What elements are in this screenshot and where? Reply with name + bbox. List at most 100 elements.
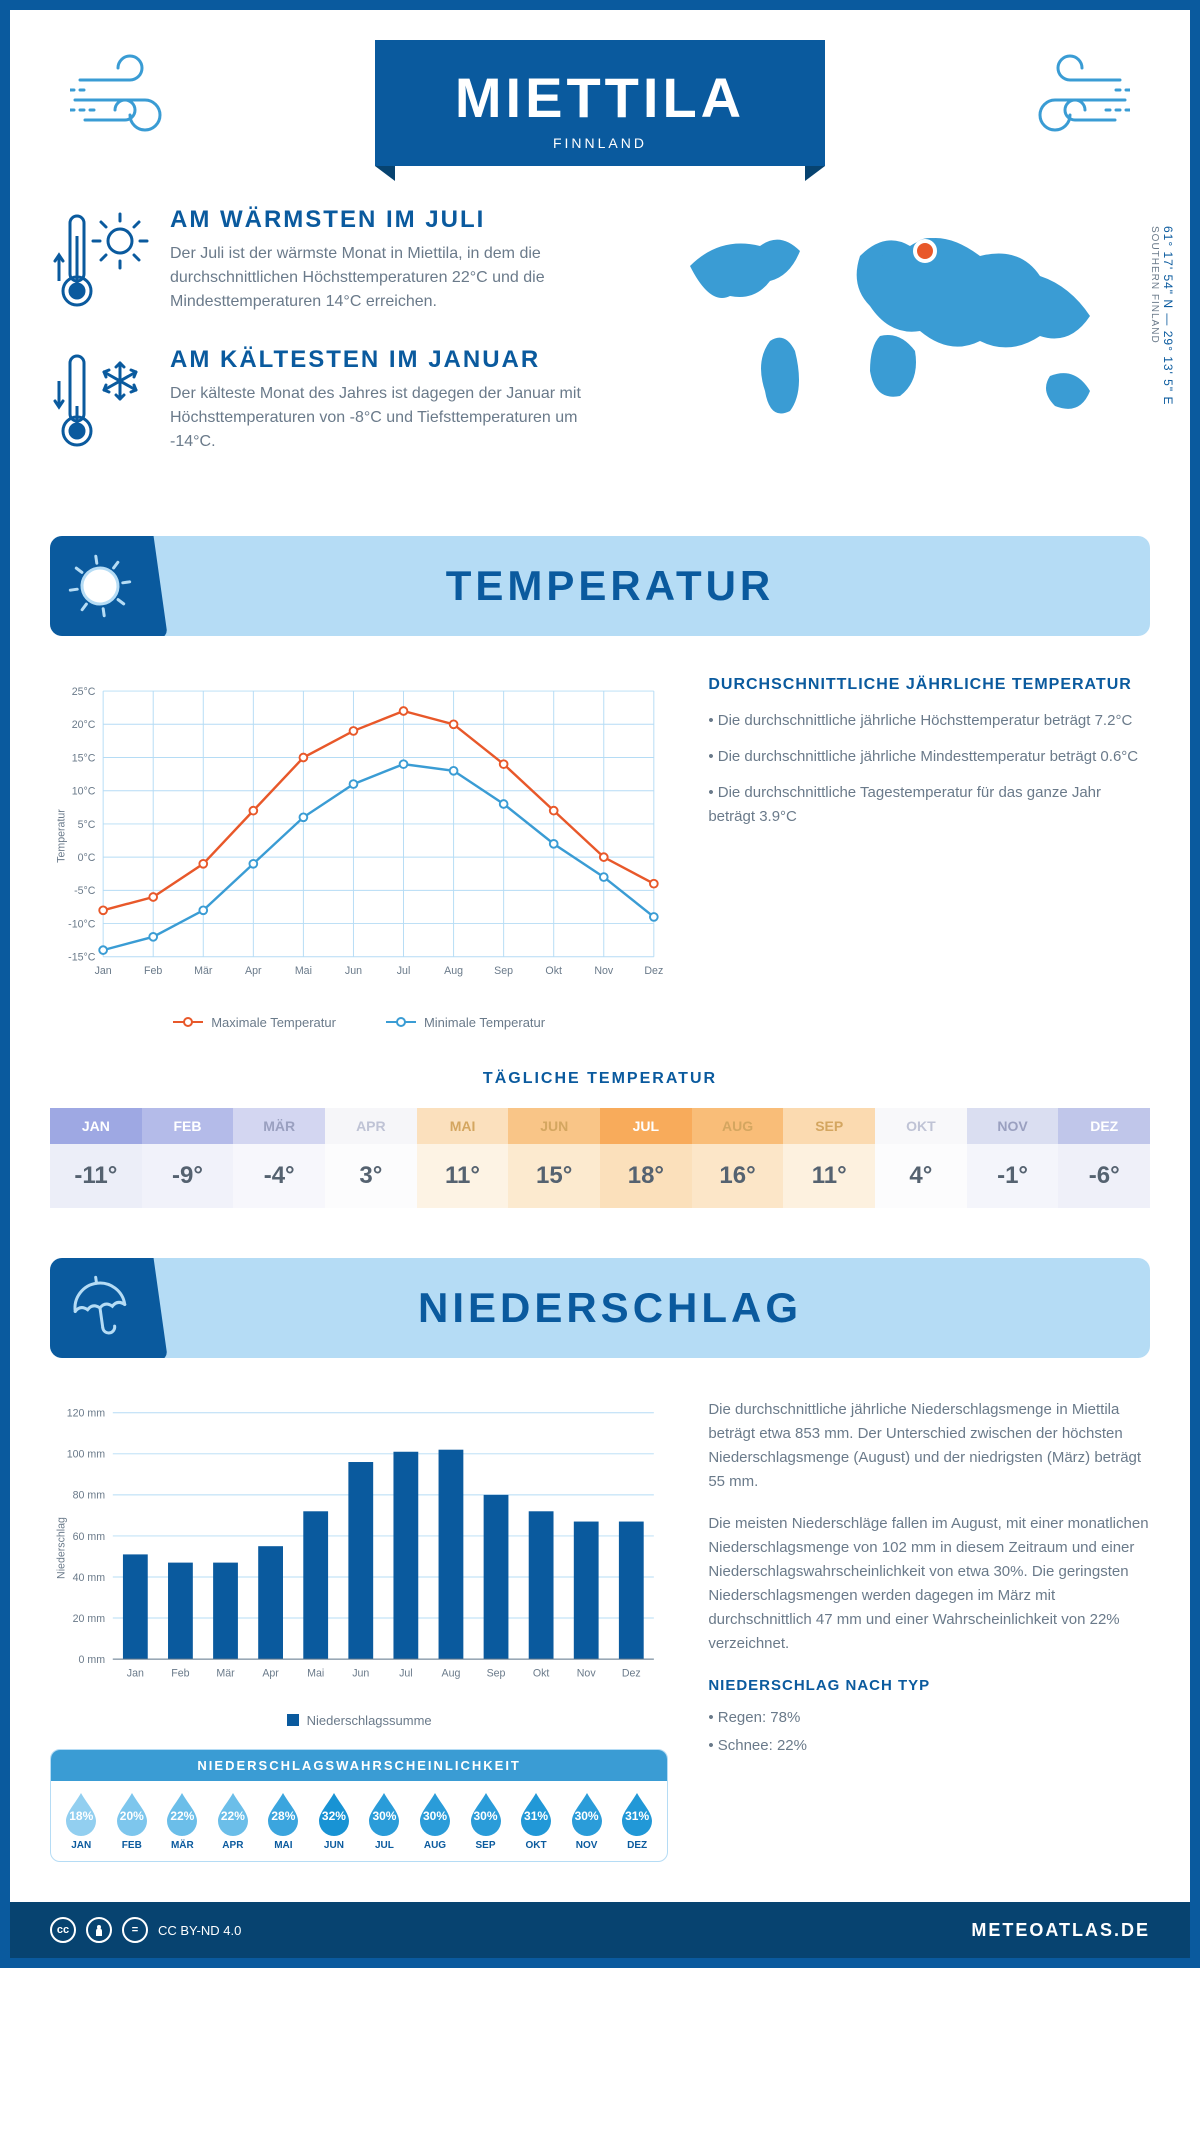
- svg-text:Jun: Jun: [345, 965, 362, 977]
- raindrop-icon: 30%: [467, 1791, 505, 1836]
- coordinates-label: 61° 17' 54" N — 29° 13' 5" E SOUTHERN FI…: [1147, 226, 1175, 405]
- probability-cell: 31%OKT: [511, 1791, 562, 1851]
- coldest-block: AM KÄLTESTEN IM JANUAR Der kälteste Mona…: [50, 346, 610, 461]
- raindrop-icon: 28%: [264, 1791, 302, 1836]
- precipitation-section-header: NIEDERSCHLAG: [50, 1258, 1150, 1358]
- svg-text:Apr: Apr: [245, 965, 262, 977]
- precip-type-item: • Regen: 78%: [708, 1706, 1150, 1730]
- svg-text:Jan: Jan: [127, 1667, 144, 1679]
- svg-text:Dez: Dez: [622, 1667, 641, 1679]
- probability-cell: 28%MAI: [258, 1791, 309, 1851]
- svg-text:Okt: Okt: [545, 965, 562, 977]
- thermometer-snowflake-icon: [50, 346, 150, 461]
- precipitation-chart: 0 mm20 mm40 mm60 mm80 mm100 mm120 mmNied…: [50, 1398, 668, 1730]
- svg-text:80 mm: 80 mm: [73, 1489, 106, 1501]
- country-label: FINNLAND: [455, 135, 745, 151]
- svg-text:Jul: Jul: [399, 1667, 413, 1679]
- precip-text-1: Die durchschnittliche jährliche Niedersc…: [708, 1398, 1150, 1494]
- world-map-area: 61° 17' 54" N — 29° 13' 5" E SOUTHERN FI…: [650, 206, 1150, 486]
- svg-text:10°C: 10°C: [72, 786, 96, 798]
- raindrop-icon: 31%: [517, 1791, 555, 1836]
- svg-text:15°C: 15°C: [72, 752, 96, 764]
- daily-temp-title: TÄGLICHE TEMPERATUR: [50, 1070, 1150, 1088]
- raindrop-icon: 20%: [113, 1791, 151, 1836]
- svg-text:5°C: 5°C: [78, 819, 96, 831]
- precipitation-probability-box: NIEDERSCHLAGSWAHRSCHEINLICHKEIT 18%JAN20…: [50, 1749, 668, 1862]
- temperature-title: TEMPERATUR: [190, 562, 1030, 610]
- daily-temp-cell: MAI11°: [417, 1108, 509, 1208]
- daily-temp-cell: MÄR-4°: [233, 1108, 325, 1208]
- wind-icon-right: [1010, 50, 1130, 150]
- svg-text:40 mm: 40 mm: [73, 1571, 106, 1583]
- daily-temp-cell: JUN15°: [508, 1108, 600, 1208]
- raindrop-icon: 22%: [163, 1791, 201, 1836]
- svg-text:Mär: Mär: [194, 965, 213, 977]
- svg-text:Dez: Dez: [644, 965, 663, 977]
- svg-text:0°C: 0°C: [78, 852, 96, 864]
- daily-temp-cell: FEB-9°: [142, 1108, 234, 1208]
- daily-temp-cell: SEP11°: [783, 1108, 875, 1208]
- coldest-text: Der kälteste Monat des Jahres ist dagege…: [170, 382, 610, 454]
- svg-text:Feb: Feb: [144, 965, 162, 977]
- temp-bullet: • Die durchschnittliche Tagestemperatur …: [708, 781, 1150, 829]
- raindrop-icon: 30%: [416, 1791, 454, 1836]
- raindrop-icon: 31%: [618, 1791, 656, 1836]
- probability-cell: 30%NOV: [561, 1791, 612, 1851]
- svg-text:20°C: 20°C: [72, 719, 96, 731]
- precip-by-type-title: NIEDERSCHLAG NACH TYP: [708, 1674, 1150, 1698]
- probability-title: NIEDERSCHLAGSWAHRSCHEINLICHKEIT: [51, 1750, 667, 1781]
- wind-icon-left: [70, 50, 190, 150]
- footer: cc = CC BY-ND 4.0 METEOATLAS.DE: [10, 1902, 1190, 1958]
- svg-text:Okt: Okt: [533, 1667, 550, 1679]
- temperature-section-header: TEMPERATUR: [50, 536, 1150, 636]
- svg-text:Mai: Mai: [295, 965, 312, 977]
- temperature-chart: -15°C-10°C-5°C0°C5°C10°C15°C20°C25°CJanF…: [50, 676, 668, 1030]
- svg-text:60 mm: 60 mm: [73, 1530, 106, 1542]
- svg-text:Mai: Mai: [307, 1667, 324, 1679]
- svg-text:Nov: Nov: [577, 1667, 597, 1679]
- probability-cell: 31%DEZ: [612, 1791, 663, 1851]
- daily-temp-cell: JAN-11°: [50, 1108, 142, 1208]
- svg-text:-5°C: -5°C: [74, 885, 96, 897]
- svg-text:0 mm: 0 mm: [79, 1653, 106, 1665]
- sun-icon: [50, 536, 168, 636]
- coldest-heading: AM KÄLTESTEN IM JANUAR: [170, 346, 610, 374]
- svg-text:Apr: Apr: [262, 1667, 279, 1679]
- raindrop-icon: 18%: [62, 1791, 100, 1836]
- warmest-heading: AM WÄRMSTEN IM JULI: [170, 206, 610, 234]
- svg-text:Nov: Nov: [594, 965, 614, 977]
- raindrop-icon: 22%: [214, 1791, 252, 1836]
- daily-temp-cell: JUL18°: [600, 1108, 692, 1208]
- svg-text:Jan: Jan: [95, 965, 112, 977]
- probability-cell: 18%JAN: [56, 1791, 107, 1851]
- precipitation-title: NIEDERSCHLAG: [190, 1284, 1030, 1332]
- svg-text:Niederschlag: Niederschlag: [55, 1516, 67, 1578]
- svg-text:Sep: Sep: [487, 1667, 506, 1679]
- svg-text:Temperatur: Temperatur: [55, 809, 67, 863]
- svg-text:Jul: Jul: [397, 965, 411, 977]
- probability-cell: 20%FEB: [107, 1791, 158, 1851]
- license-label: CC BY-ND 4.0: [158, 1923, 241, 1938]
- header: MIETTILA FINNLAND: [50, 40, 1150, 166]
- svg-text:Aug: Aug: [442, 1667, 461, 1679]
- probability-cell: 30%SEP: [460, 1791, 511, 1851]
- raindrop-icon: 30%: [365, 1791, 403, 1836]
- svg-text:120 mm: 120 mm: [67, 1407, 105, 1419]
- precip-text-2: Die meisten Niederschläge fallen im Augu…: [708, 1512, 1150, 1656]
- daily-temp-cell: AUG16°: [692, 1108, 784, 1208]
- daily-temp-cell: APR3°: [325, 1108, 417, 1208]
- raindrop-icon: 30%: [568, 1791, 606, 1836]
- temp-bullet: • Die durchschnittliche jährliche Höchst…: [708, 709, 1150, 733]
- by-icon: [86, 1917, 112, 1943]
- world-map-icon: [650, 206, 1150, 446]
- probability-cell: 22%MÄR: [157, 1791, 208, 1851]
- probability-cell: 30%JUL: [359, 1791, 410, 1851]
- chart-legend: Maximale TemperaturMinimale Temperatur: [50, 1011, 668, 1030]
- svg-text:100 mm: 100 mm: [67, 1448, 105, 1460]
- svg-text:Mär: Mär: [216, 1667, 235, 1679]
- warmest-text: Der Juli ist der wärmste Monat in Mietti…: [170, 242, 610, 314]
- daily-temp-strip: JAN-11°FEB-9°MÄR-4°APR3°MAI11°JUN15°JUL1…: [50, 1108, 1150, 1208]
- probability-cell: 30%AUG: [410, 1791, 461, 1851]
- svg-text:-15°C: -15°C: [68, 952, 96, 964]
- probability-cell: 22%APR: [208, 1791, 259, 1851]
